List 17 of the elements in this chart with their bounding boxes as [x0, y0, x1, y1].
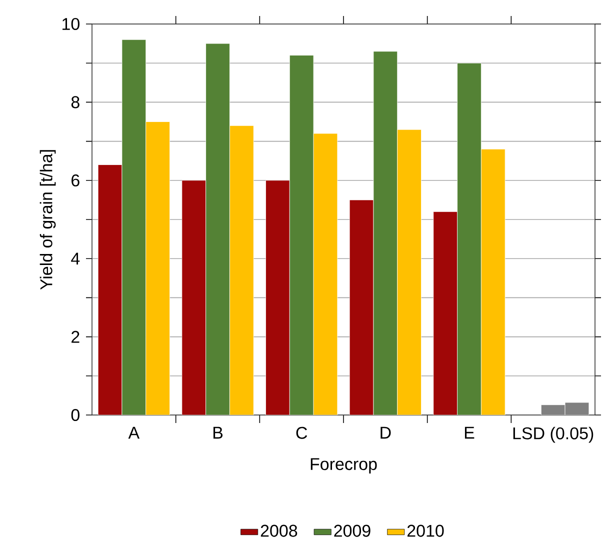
y-tick-label: 0: [71, 408, 80, 422]
x-tick-label: E: [464, 426, 474, 439]
y-tick-label: 2: [72, 330, 80, 343]
y-tick-label: 4: [71, 252, 80, 264]
x-tick-label: C: [296, 426, 308, 439]
legend-label: 2008: [260, 524, 298, 537]
x-tick-label: A: [128, 426, 140, 439]
y-axis-title: Yield of grain [t/ha]: [40, 150, 56, 290]
y-tick-label: 8: [71, 96, 80, 108]
legend-label: 2009: [334, 524, 370, 537]
x-tick-label: D: [380, 426, 391, 439]
y-tick-label: 6: [72, 174, 80, 186]
x-axis-title: Forecrop: [310, 458, 377, 474]
legend-label: 2010: [407, 524, 444, 537]
x-tick-label: B: [213, 426, 223, 439]
y-tick-label: 10: [62, 18, 80, 30]
x-tick-label: LSD (0.05): [513, 426, 594, 443]
